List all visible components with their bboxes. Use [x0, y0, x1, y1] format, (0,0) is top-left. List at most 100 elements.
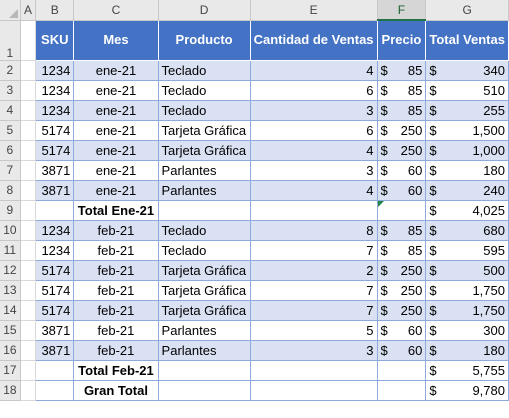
sku-cell[interactable] — [35, 380, 75, 401]
cell-a[interactable] — [20, 340, 37, 361]
total-cell[interactable]: $510 — [425, 80, 509, 101]
column-header-c[interactable]: C — [73, 0, 159, 21]
mes-cell[interactable]: ene-21 — [73, 180, 159, 201]
cantidad-cell[interactable]: 4 — [250, 180, 378, 201]
mes-cell[interactable]: feb-21 — [73, 300, 159, 321]
total-cell[interactable]: $5,755 — [425, 360, 509, 381]
cell-a[interactable] — [20, 80, 37, 101]
total-cell[interactable]: $1,750 — [425, 280, 509, 301]
cantidad-cell[interactable]: 4 — [250, 60, 378, 81]
cantidad-cell[interactable]: 7 — [250, 300, 378, 321]
total-cell[interactable]: $680 — [425, 220, 509, 241]
mes-cell[interactable]: ene-21 — [73, 120, 159, 141]
cell-a[interactable] — [20, 220, 37, 241]
row-header-5[interactable]: 5 — [0, 120, 21, 141]
sku-cell[interactable]: 1234 — [35, 220, 75, 241]
sku-cell[interactable]: 1234 — [35, 80, 75, 101]
cantidad-cell[interactable]: 6 — [250, 80, 378, 101]
producto-cell[interactable] — [158, 360, 251, 381]
producto-cell[interactable]: Teclado — [158, 60, 251, 81]
producto-cell[interactable]: Tarjeta Gráfica — [158, 260, 251, 281]
cell-a[interactable] — [20, 280, 37, 301]
producto-cell[interactable]: Teclado — [158, 220, 251, 241]
total-cell[interactable]: $180 — [425, 160, 509, 181]
cell-a[interactable] — [20, 200, 37, 221]
mes-cell[interactable]: ene-21 — [73, 60, 159, 81]
column-header-b[interactable]: B — [35, 0, 75, 21]
row-header-7[interactable]: 7 — [0, 160, 21, 181]
sku-cell[interactable]: 1234 — [35, 100, 75, 121]
sku-cell[interactable]: 5174 — [35, 140, 75, 161]
cantidad-cell[interactable]: 7 — [250, 280, 378, 301]
producto-cell[interactable]: Tarjeta Gráfica — [158, 280, 251, 301]
cantidad-cell[interactable]: 7 — [250, 240, 378, 261]
cell-a1[interactable] — [20, 20, 37, 61]
cantidad-cell[interactable]: 2 — [250, 260, 378, 281]
producto-cell[interactable]: Tarjeta Gráfica — [158, 300, 251, 321]
total-cell[interactable]: $1,500 — [425, 120, 509, 141]
cell-a[interactable] — [20, 240, 37, 261]
sku-cell[interactable]: 3871 — [35, 180, 75, 201]
cell-a[interactable] — [20, 260, 37, 281]
sku-cell[interactable]: 3871 — [35, 160, 75, 181]
subtotal-label[interactable]: Total Ene-21 — [73, 200, 159, 221]
mes-cell[interactable]: feb-21 — [73, 240, 159, 261]
row-header-18[interactable]: 18 — [0, 380, 21, 401]
cell-a[interactable] — [20, 100, 37, 121]
cell-a[interactable] — [20, 320, 37, 341]
column-header-d[interactable]: D — [158, 0, 251, 21]
total-cell[interactable]: $595 — [425, 240, 509, 261]
row-header-17[interactable]: 17 — [0, 360, 21, 381]
total-cell[interactable]: $180 — [425, 340, 509, 361]
precio-cell[interactable]: $85 — [377, 60, 427, 81]
cantidad-cell[interactable]: 3 — [250, 160, 378, 181]
row-header-11[interactable]: 11 — [0, 240, 21, 261]
mes-cell[interactable]: ene-21 — [73, 160, 159, 181]
producto-cell[interactable]: Parlantes — [158, 320, 251, 341]
cantidad-cell[interactable]: 8 — [250, 220, 378, 241]
sku-cell[interactable] — [35, 200, 75, 221]
cantidad-cell[interactable] — [250, 360, 378, 381]
precio-cell[interactable] — [377, 360, 427, 381]
column-header-g[interactable]: G — [425, 0, 509, 21]
producto-cell[interactable]: Tarjeta Gráfica — [158, 140, 251, 161]
sku-cell[interactable]: 5174 — [35, 120, 75, 141]
column-header-a[interactable]: A — [20, 0, 37, 21]
row-header-8[interactable]: 8 — [0, 180, 21, 201]
producto-cell[interactable]: Parlantes — [158, 180, 251, 201]
total-cell[interactable]: $255 — [425, 100, 509, 121]
mes-cell[interactable]: feb-21 — [73, 280, 159, 301]
row-header-6[interactable]: 6 — [0, 140, 21, 161]
producto-cell[interactable] — [158, 200, 251, 221]
precio-cell[interactable]: $85 — [377, 80, 427, 101]
row-header-9[interactable]: 9 — [0, 200, 21, 221]
cantidad-cell[interactable]: 6 — [250, 120, 378, 141]
total-cell[interactable]: $500 — [425, 260, 509, 281]
header-mes[interactable]: Mes — [73, 20, 159, 61]
cantidad-cell[interactable]: 3 — [250, 100, 378, 121]
row-header-15[interactable]: 15 — [0, 320, 21, 341]
producto-cell[interactable]: Teclado — [158, 240, 251, 261]
row-header-2[interactable]: 2 — [0, 60, 21, 81]
cell-a[interactable] — [20, 360, 37, 381]
precio-cell[interactable]: $60 — [377, 160, 427, 181]
mes-cell[interactable]: ene-21 — [73, 80, 159, 101]
column-header-e[interactable]: E — [250, 0, 378, 21]
total-cell[interactable]: $4,025 — [425, 200, 509, 221]
producto-cell[interactable]: Parlantes — [158, 160, 251, 181]
sku-cell[interactable]: 1234 — [35, 240, 75, 261]
producto-cell[interactable]: Parlantes — [158, 340, 251, 361]
total-cell[interactable]: $1,750 — [425, 300, 509, 321]
total-cell[interactable]: $240 — [425, 180, 509, 201]
row-header-10[interactable]: 10 — [0, 220, 21, 241]
header-sku[interactable]: SKU — [35, 20, 75, 61]
cantidad-cell[interactable]: 3 — [250, 340, 378, 361]
mes-cell[interactable]: ene-21 — [73, 140, 159, 161]
mes-cell[interactable]: feb-21 — [73, 260, 159, 281]
sku-cell[interactable]: 5174 — [35, 280, 75, 301]
producto-cell[interactable] — [158, 380, 251, 401]
column-header-f[interactable]: F — [377, 0, 427, 21]
cell-a[interactable] — [20, 380, 37, 401]
header-producto[interactable]: Producto — [158, 20, 251, 61]
producto-cell[interactable]: Teclado — [158, 80, 251, 101]
